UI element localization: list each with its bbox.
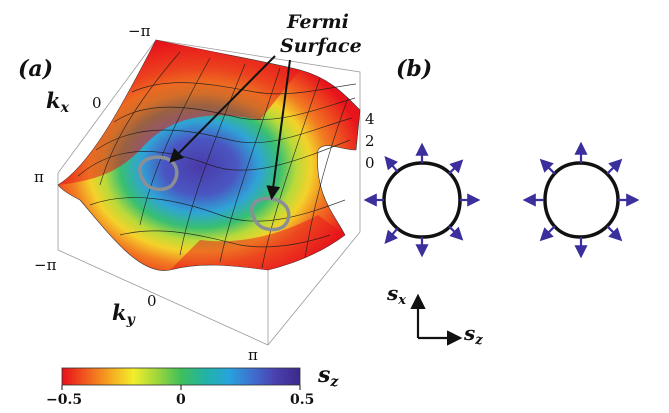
panel-a-label: (a) (18, 56, 53, 82)
mesh-line (99, 51, 181, 186)
z-tick: 2 (365, 132, 375, 150)
band-surface-red-rim (58, 40, 300, 185)
spin-arrows-right (522, 141, 640, 259)
fermi-pocket-right (250, 196, 291, 232)
colorbar-label: sz (317, 362, 339, 390)
fermi-pocket-left (138, 155, 179, 192)
mesh-line (131, 82, 357, 95)
mesh-line (119, 230, 331, 248)
spin-arrow (606, 225, 623, 242)
spin-arrow (448, 225, 464, 241)
spin-texture-right-contour (543, 161, 620, 239)
ky-axis-label: ky (112, 300, 136, 328)
annotation-arrow-right (266, 59, 291, 200)
annotation-surface: Surface (280, 35, 362, 57)
mesh-line (304, 97, 349, 259)
spin-arrow (606, 158, 623, 175)
mesh-line (261, 77, 321, 269)
colorbar-strip (61, 367, 301, 386)
colorbar: −0.5 0 0.5 sz (46, 362, 339, 408)
annotation-fermi: Fermi (286, 11, 349, 33)
sz-axis-label: sz (463, 321, 483, 348)
spin-arrow (539, 225, 556, 242)
spin-arrow (539, 158, 556, 175)
z-tick: 0 (365, 154, 375, 172)
box-bottom-edges (57, 150, 361, 346)
spin-texture-left-contour (382, 161, 462, 239)
panel-a: (a) Fermi Su (18, 11, 375, 364)
mesh-line (179, 63, 246, 256)
kx-axis-label: kx (46, 88, 70, 116)
kx-tick: π (34, 168, 44, 186)
mesh-line (139, 57, 211, 226)
ky-tick: 0 (147, 292, 157, 310)
kx-tick: −π (128, 22, 151, 40)
panel-b: (b) sx sz (363, 56, 640, 348)
annotation-arrow-left (169, 55, 276, 163)
mesh-line (77, 139, 351, 177)
band-surface-red-front (170, 215, 345, 270)
colorbar-tick-label: 0 (176, 392, 186, 408)
spin-arrow (384, 156, 399, 173)
z-tick: 4 (365, 110, 375, 128)
ky-tick: −π (34, 256, 57, 274)
mesh-line (219, 67, 281, 263)
panel-b-label: (b) (396, 56, 432, 82)
surface-mesh (77, 51, 357, 269)
colorbar-tick-label: 0.5 (290, 392, 314, 408)
colorbar-tick-label: −0.5 (46, 392, 82, 408)
sx-axis-label: sx (386, 281, 406, 308)
mesh-line (89, 197, 346, 222)
spin-arrows-left (363, 142, 481, 258)
ky-tick: π (248, 346, 258, 364)
kx-tick: 0 (92, 94, 102, 112)
spin-arrow (384, 227, 399, 244)
spin-arrow (448, 159, 464, 175)
mesh-line (113, 97, 356, 123)
mesh-line (95, 117, 353, 151)
